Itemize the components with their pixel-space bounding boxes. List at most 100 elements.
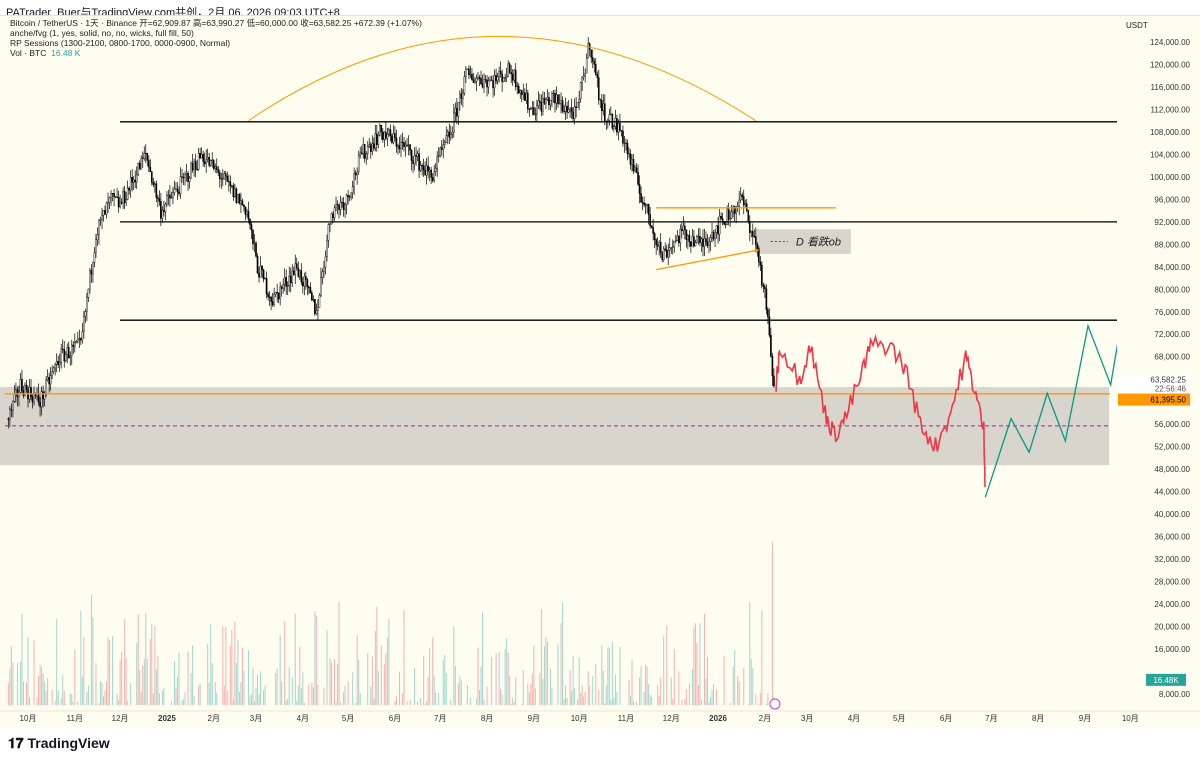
volume-bar (385, 653, 387, 706)
level-price: 61,395.50 (1150, 396, 1186, 405)
candle-body (608, 114, 611, 121)
candle-body (12, 400, 14, 411)
candle-body (163, 210, 165, 213)
volume-bar (62, 674, 64, 706)
volume-bar (571, 690, 573, 706)
volume-bar (25, 682, 27, 706)
volume-bar (63, 690, 65, 706)
indicator-fvg[interactable]: anche/fvg (1, yes, solid, no, no, wicks,… (10, 28, 194, 38)
candle-body (665, 249, 668, 258)
volume-bar (509, 676, 511, 706)
candle-body (679, 228, 682, 244)
volume-bar (60, 698, 62, 706)
price-chart[interactable]: D 看跌ob USDT 8,000.00 16,000.00 20,000.00 24,0… (0, 16, 1200, 728)
candle-body (392, 133, 395, 143)
volume-bar (130, 683, 132, 706)
candle-body (282, 283, 284, 289)
candle-body (487, 80, 490, 88)
volume-bar (569, 670, 571, 706)
candle-body (220, 178, 223, 180)
candle-body (339, 201, 342, 210)
candle-body (570, 107, 573, 113)
candle-body (215, 166, 218, 170)
candle-body (569, 107, 571, 110)
volume-bar (707, 656, 708, 706)
volume-bar (56, 618, 58, 706)
symbol-line[interactable]: Bitcoin / TetherUS · 1天 · Binance 开=62,9… (10, 18, 422, 28)
candle-body (9, 408, 11, 420)
x-tick-label: 7月 (985, 714, 997, 723)
candle-body (164, 203, 167, 213)
candle-body (123, 190, 126, 203)
volume-bar (380, 645, 382, 706)
volume-bar (549, 668, 551, 706)
candle-body (379, 125, 381, 136)
volume-bar (237, 639, 239, 706)
candle-body (440, 147, 443, 150)
candle-body (668, 247, 671, 251)
candle-body (733, 205, 736, 214)
level-price-badge (1118, 393, 1190, 406)
volume-bar (155, 669, 157, 706)
volume-bar (515, 677, 517, 706)
volume-bar (636, 701, 638, 706)
volume-bar (543, 646, 545, 706)
volume-bar (178, 652, 180, 706)
candle-body (369, 144, 372, 152)
chart-area[interactable]: D 看跌ob USDT 8,000.00 16,000.00 20,000.00 24,0… (0, 15, 1200, 728)
volume-bar (343, 692, 345, 706)
indicator-sessions[interactable]: RP Sessions (1300-2100, 0800-1700, 0000-… (10, 38, 231, 48)
volume-bar (640, 666, 642, 706)
volume-bar (99, 681, 101, 706)
candle-body (667, 250, 670, 258)
volume-bar (678, 671, 680, 706)
volume-bar (752, 667, 754, 706)
candle-body (558, 103, 561, 105)
volume-bar (688, 683, 690, 706)
volume-bar (302, 672, 304, 706)
candle-body (146, 153, 149, 161)
candle-body (155, 183, 158, 198)
volume-bar (287, 698, 289, 706)
volume-bar (459, 676, 461, 706)
volume-bar (522, 669, 524, 706)
candle-body (708, 241, 710, 247)
volume-bar (414, 667, 416, 706)
volume-bar (403, 610, 405, 706)
candle-body (211, 159, 214, 161)
candle-body (309, 287, 312, 294)
volume-bar (299, 646, 301, 706)
candle-body (765, 288, 768, 310)
candle-body (659, 242, 662, 254)
candle-body (270, 296, 272, 302)
candle-body (687, 235, 689, 240)
candle-body (629, 153, 632, 165)
volume-bar (616, 691, 618, 706)
candle-body (294, 263, 297, 275)
candle-body (314, 299, 316, 314)
volume-bar (193, 696, 195, 706)
candle-body (119, 202, 121, 208)
candle-body (590, 49, 593, 58)
x-tick-label: 11月 (67, 714, 83, 723)
candle-body (613, 126, 615, 129)
candle-body (635, 167, 638, 173)
candle-body (176, 188, 179, 193)
lightning-event-icon (769, 698, 781, 710)
volume-bar (374, 630, 376, 706)
volume-bar (663, 635, 665, 706)
volume-badge (1146, 673, 1186, 686)
volume-bar (460, 680, 462, 706)
volume-bar (158, 693, 160, 706)
candle-body (166, 195, 168, 205)
candle-body (578, 98, 580, 103)
tradingview-logo[interactable]: 𝟏𝟕 TradingView (8, 735, 110, 752)
candle-body (16, 389, 19, 397)
candle-body (255, 242, 257, 257)
volume-bar (241, 647, 243, 706)
volume-bar (592, 675, 594, 706)
candle-body (261, 265, 263, 271)
candle-body (477, 77, 479, 79)
candle-body (89, 270, 91, 290)
volume-bar (649, 695, 651, 706)
